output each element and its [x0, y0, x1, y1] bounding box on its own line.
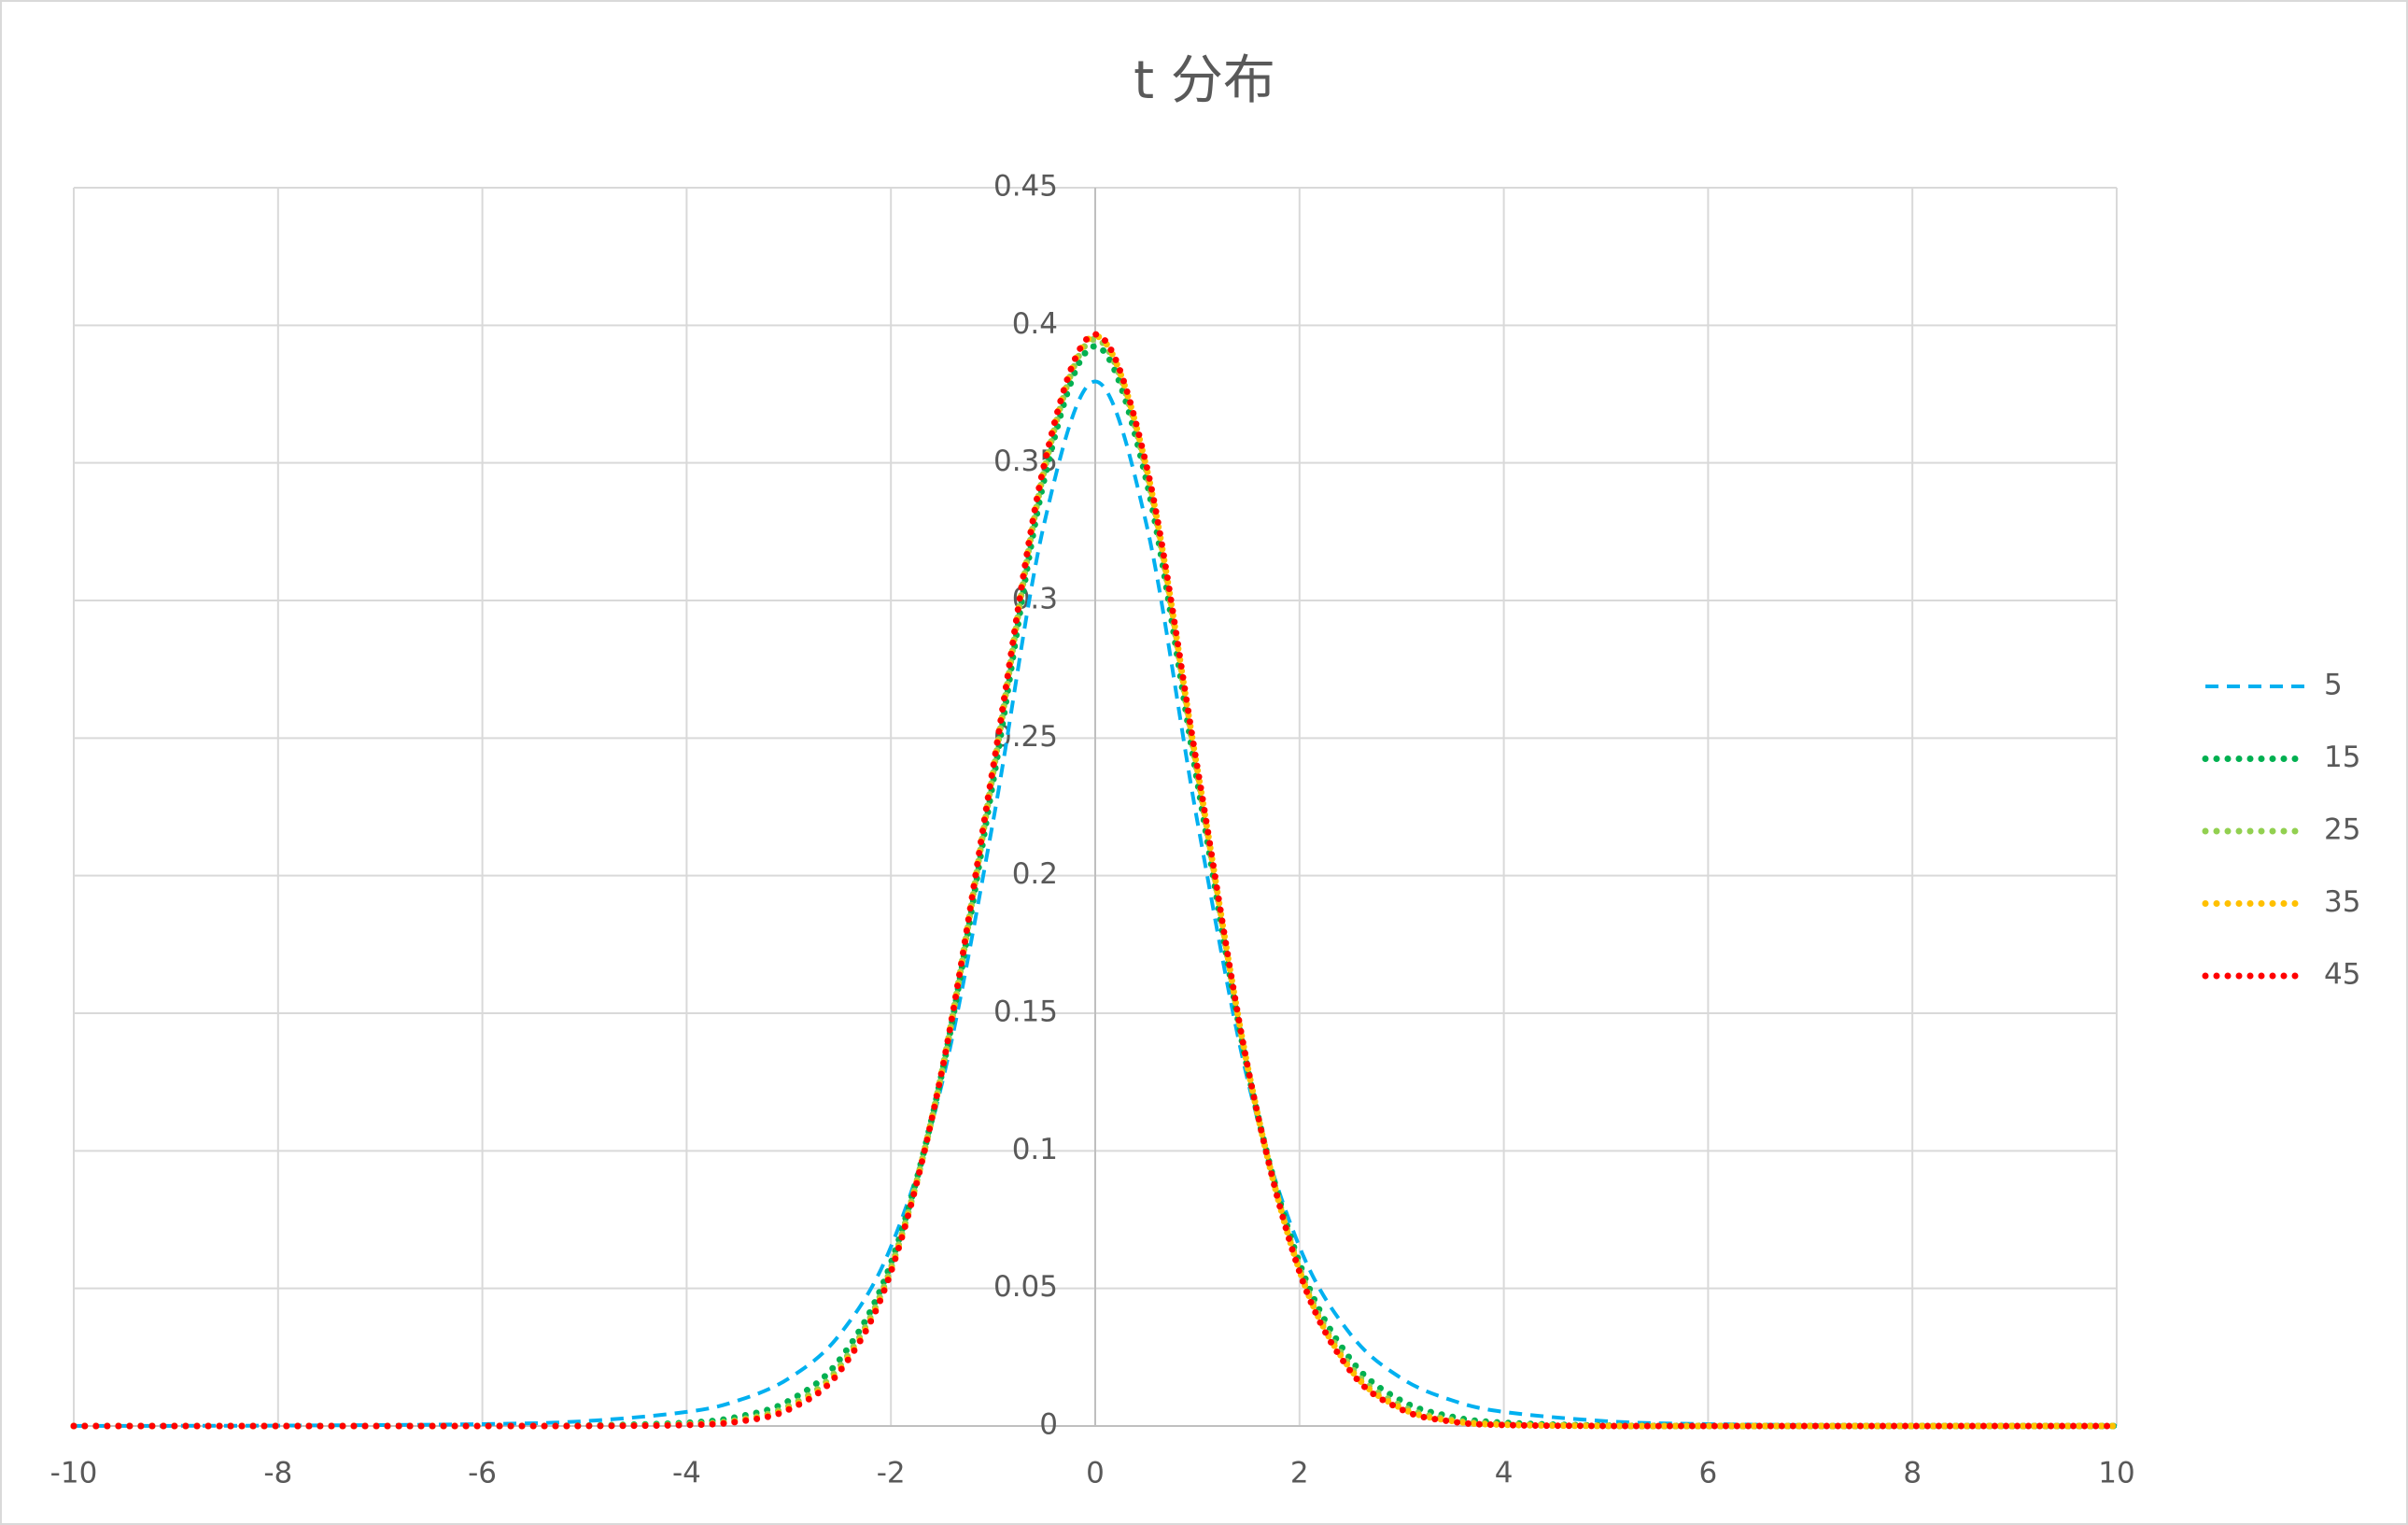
legend-label: 35 — [2324, 885, 2360, 919]
x-tick-label: 6 — [1699, 1457, 1718, 1490]
chart-title: t 分布 — [1134, 50, 1275, 111]
legend-label: 25 — [2324, 813, 2360, 847]
legend-label: 5 — [2324, 669, 2343, 702]
x-tick-label: -4 — [672, 1457, 701, 1490]
y-tick-label: 0.4 — [1012, 307, 1058, 341]
x-tick-label: -8 — [263, 1457, 292, 1490]
series-line — [70, 331, 2120, 1430]
x-tick-label: -10 — [50, 1457, 98, 1490]
x-tick-label: 0 — [1086, 1457, 1105, 1490]
y-tick-label: 0 — [1039, 1408, 1058, 1442]
y-tick-label: 0.45 — [993, 170, 1058, 204]
series-line — [70, 343, 2120, 1430]
y-tick-label: 0.05 — [993, 1270, 1058, 1304]
legend-label: 15 — [2324, 741, 2360, 774]
x-tick-label: 10 — [2098, 1457, 2134, 1490]
x-tick-label: 2 — [1290, 1457, 1309, 1490]
y-tick-label: 0.1 — [1012, 1133, 1058, 1166]
x-tick-label: -6 — [468, 1457, 497, 1490]
x-tick-label: 4 — [1495, 1457, 1514, 1490]
x-tick-label: 8 — [1903, 1457, 1922, 1490]
series-line — [73, 379, 2118, 1428]
y-tick-label: 0.2 — [1012, 857, 1058, 891]
y-tick-label: 0.15 — [993, 995, 1058, 1029]
legend-label: 45 — [2324, 958, 2360, 992]
x-tick-label: -2 — [877, 1457, 906, 1490]
